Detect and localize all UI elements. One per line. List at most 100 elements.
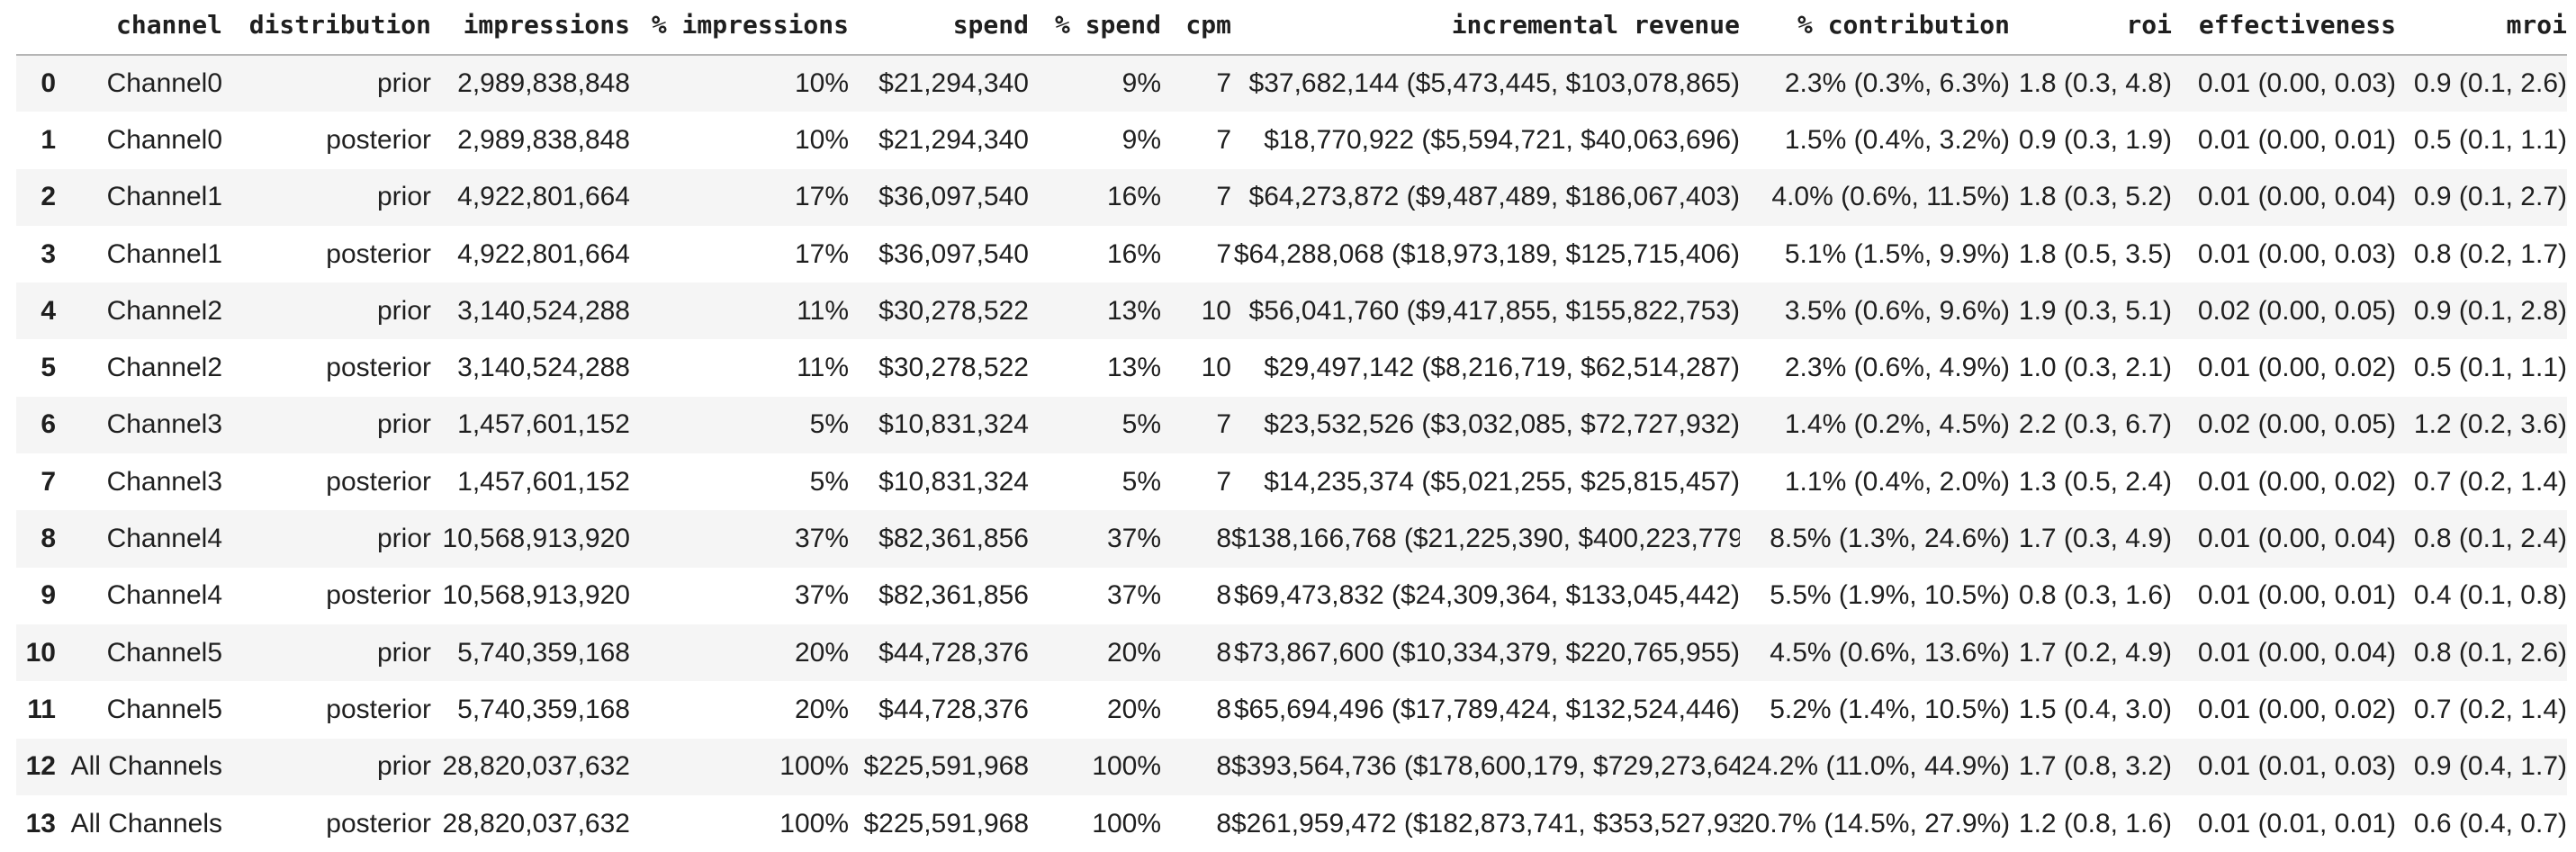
column-header-impressions: impressions <box>431 0 630 56</box>
cell-impressions: 3,140,524,288 <box>457 295 630 326</box>
cell-impressions: 2,989,838,848 <box>457 68 630 99</box>
cell-channel: Channel2 <box>106 353 222 383</box>
cell-spend: 20% <box>1106 637 1161 668</box>
cell-spend: 100% <box>1092 751 1161 782</box>
cell-spend: 5% <box>1121 466 1161 497</box>
row-index: 8 <box>41 524 56 554</box>
cell-effectiveness: 0.01 (0.01, 0.03) <box>2197 751 2396 782</box>
cell-impressions: 4,922,801,664 <box>457 238 630 269</box>
cell-distribution: prior <box>376 637 431 668</box>
cell-impressions: 10,568,913,920 <box>442 580 630 611</box>
cell-effectiveness: 0.01 (0.01, 0.01) <box>2197 808 2396 839</box>
cell-impressions: 1,457,601,152 <box>457 409 630 440</box>
row-index: 9 <box>41 580 56 611</box>
cell-spend: 16% <box>1106 238 1161 269</box>
cell-roi: 1.7 (0.2, 4.9) <box>2018 637 2172 668</box>
table-row: 1 Channel0 posterior 2,989,838,848 10% $21,29… <box>16 112 2567 169</box>
cell-contribution: 8.5% (1.3%, 24.6%) <box>1770 524 2010 554</box>
cell-roi: 0.8 (0.3, 1.6) <box>2018 580 2172 611</box>
cell-distribution: prior <box>376 68 431 99</box>
cell-channel: All Channels <box>70 751 222 782</box>
cell-spend: $44,728,376 <box>878 694 1029 724</box>
cell-spend: 20% <box>1106 694 1161 724</box>
cell-impressions: 4,922,801,664 <box>457 182 630 212</box>
cell-channel: Channel0 <box>106 68 222 99</box>
cell-spend: 13% <box>1106 353 1161 383</box>
cell-channel: All Channels <box>70 808 222 839</box>
table-row: 4 Channel2 prior 3,140,524,288 11% $30,278,52… <box>16 283 2567 340</box>
table-row: 5 Channel2 posterior 3,140,524,288 11% $30,27… <box>16 339 2567 397</box>
cell-cpm: 7 <box>1216 409 1231 440</box>
cell-distribution: posterior <box>326 466 431 497</box>
cell-impressions: 11% <box>797 353 849 383</box>
cell-spend: $44,728,376 <box>878 637 1029 668</box>
cell-cpm: 7 <box>1216 124 1231 155</box>
column-header-cpm: cpm <box>1161 0 1231 56</box>
cell-impressions: 3,140,524,288 <box>457 353 630 383</box>
cell-incremental-revenue: $23,532,526 ($3,032,085, $72,727,932) <box>1264 409 1740 440</box>
cell-cpm: 10 <box>1201 353 1231 383</box>
row-index: 6 <box>41 409 56 440</box>
cell-mroi: 0.5 (0.1, 1.1) <box>2413 124 2567 155</box>
cell-effectiveness: 0.01 (0.00, 0.02) <box>2197 466 2396 497</box>
cell-contribution: 5.2% (1.4%, 10.5%) <box>1770 694 2010 724</box>
cell-mroi: 0.9 (0.1, 2.6) <box>2413 68 2567 99</box>
cell-roi: 1.8 (0.3, 4.8) <box>2018 68 2172 99</box>
cell-mroi: 0.9 (0.1, 2.7) <box>2413 182 2567 212</box>
cell-effectiveness: 0.01 (0.00, 0.03) <box>2197 238 2396 269</box>
row-index: 2 <box>41 182 56 212</box>
cell-contribution: 5.5% (1.9%, 10.5%) <box>1770 580 2010 611</box>
cell-impressions: 100% <box>779 751 849 782</box>
table-row: 8 Channel4 prior 10,568,913,920 37% $82,361,8… <box>16 510 2567 568</box>
cell-mroi: 0.4 (0.1, 0.8) <box>2413 580 2567 611</box>
cell-effectiveness: 0.02 (0.00, 0.05) <box>2197 295 2396 326</box>
column-header-roi: roi <box>2010 0 2172 56</box>
cell-cpm: 8 <box>1216 808 1231 839</box>
cell-channel: Channel0 <box>106 124 222 155</box>
cell-roi: 0.9 (0.3, 1.9) <box>2018 124 2172 155</box>
cell-incremental-revenue: $261,959,472 ($182,873,741, $353,527,939… <box>1231 808 1740 839</box>
cell-impressions: 28,820,037,632 <box>442 808 630 839</box>
row-index: 4 <box>41 295 56 326</box>
cell-roi: 1.3 (0.5, 2.4) <box>2018 466 2172 497</box>
cell-mroi: 0.9 (0.4, 1.7) <box>2413 751 2567 782</box>
cell-distribution: posterior <box>326 694 431 724</box>
cell-impressions: 100% <box>779 808 849 839</box>
cell-distribution: posterior <box>326 124 431 155</box>
cell-effectiveness: 0.02 (0.00, 0.05) <box>2197 409 2396 440</box>
cell-contribution: 3.5% (0.6%, 9.6%) <box>1784 295 2010 326</box>
cell-impressions: 5,740,359,168 <box>457 694 630 724</box>
cell-roi: 1.7 (0.8, 3.2) <box>2018 751 2172 782</box>
table-head: channel distribution impressions% impressi… <box>16 0 2567 56</box>
cell-cpm: 7 <box>1216 68 1231 99</box>
cell-distribution: posterior <box>326 353 431 383</box>
cell-roi: 1.7 (0.3, 4.9) <box>2018 524 2172 554</box>
cell-spend: 100% <box>1092 808 1161 839</box>
row-index: 10 <box>25 637 56 668</box>
table-row: 7 Channel3 posterior 1,457,601,152 5% $10,831… <box>16 453 2567 511</box>
cell-distribution: prior <box>376 409 431 440</box>
channel-summary-table: channel distribution impressions% impressi… <box>16 0 2567 852</box>
table-row: 10 Channel5 prior 5,740,359,168 20% $44,728,3… <box>16 623 2567 682</box>
cell-spend: $21,294,340 <box>878 124 1029 155</box>
cell-cpm: 7 <box>1216 466 1231 497</box>
table-row: 12 All Channels prior 28,820,037,632 100% $22… <box>16 738 2567 795</box>
cell-cpm: 10 <box>1201 295 1231 326</box>
column-header-distribution: distribution <box>222 0 431 56</box>
cell-effectiveness: 0.01 (0.00, 0.04) <box>2197 524 2396 554</box>
cell-impressions: 17% <box>794 238 849 269</box>
cell-impressions: 20% <box>794 637 849 668</box>
table-row: 3 Channel1 posterior 4,922,801,664 17% $36,09… <box>16 225 2567 283</box>
cell-roi: 1.0 (0.3, 2.1) <box>2018 353 2172 383</box>
cell-mroi: 0.8 (0.1, 2.6) <box>2413 637 2567 668</box>
cell-distribution: prior <box>376 524 431 554</box>
cell-cpm: 8 <box>1216 580 1231 611</box>
cell-impressions: 28,820,037,632 <box>442 751 630 782</box>
cell-contribution: 1.5% (0.4%, 3.2%) <box>1784 124 2010 155</box>
cell-incremental-revenue: $18,770,922 ($5,594,721, $40,063,696) <box>1264 124 1740 155</box>
table-row: 2 Channel1 prior 4,922,801,664 17% $36,097,54… <box>16 168 2567 226</box>
cell-mroi: 0.6 (0.4, 0.7) <box>2413 808 2567 839</box>
cell-distribution: prior <box>376 295 431 326</box>
cell-cpm: 8 <box>1216 637 1231 668</box>
cell-spend: 13% <box>1106 295 1161 326</box>
